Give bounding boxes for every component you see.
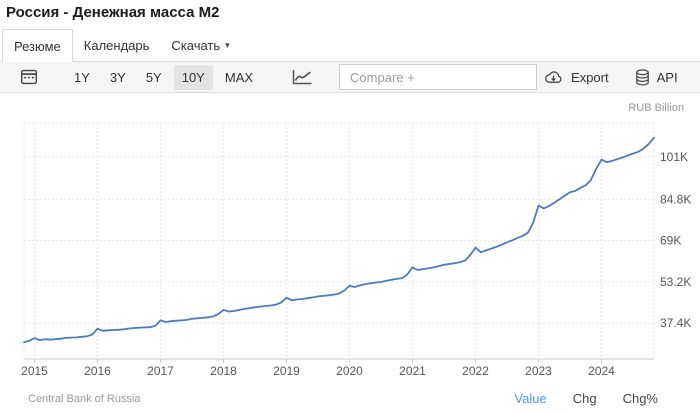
tab-summary[interactable]: Резюме xyxy=(2,29,73,62)
x-axis-label: 2021 xyxy=(399,364,426,378)
tab-calendar-label: Календарь xyxy=(83,37,150,53)
tab-bar: Резюме Календарь Скачать ▾ xyxy=(0,29,700,62)
chevron-down-icon: ▾ xyxy=(225,39,230,50)
x-axis-label: 2019 xyxy=(273,364,300,378)
calendar-icon xyxy=(21,69,38,85)
page-title: Россия - Денежная масса М2 xyxy=(6,4,220,21)
line-chart-icon xyxy=(292,70,312,85)
tab-download[interactable]: Скачать ▾ xyxy=(160,29,240,61)
range-1y[interactable]: 1Y xyxy=(66,65,98,90)
y-axis-label: 101K xyxy=(660,150,688,164)
x-axis-label: 2022 xyxy=(462,364,489,378)
footer-link-chgpct[interactable]: Chg% xyxy=(622,391,658,406)
export-cloud-icon xyxy=(545,71,562,83)
export-label: Export xyxy=(571,69,609,85)
x-axis-label: 2017 xyxy=(147,364,174,378)
range-selector: 1Y 3Y 5Y 10Y MAX xyxy=(66,64,261,90)
tab-summary-label: Резюме xyxy=(14,38,61,54)
y-axis-label: 69K xyxy=(660,234,681,248)
m2-series-line xyxy=(23,136,655,344)
x-axis-label: 2024 xyxy=(588,364,615,378)
tab-download-label: Скачать xyxy=(171,37,221,53)
range-10y[interactable]: 10Y xyxy=(173,64,213,90)
export-button[interactable]: Export xyxy=(537,65,615,89)
y-axis-label: 53.2K xyxy=(660,275,691,289)
x-axis-label: 2015 xyxy=(21,364,48,378)
range-max[interactable]: MAX xyxy=(217,65,261,90)
y-axis-unit-label: RUB Billion xyxy=(628,102,684,114)
x-axis-label: 2020 xyxy=(336,364,363,378)
api-label: API xyxy=(656,69,678,85)
x-axis-label: 2023 xyxy=(525,364,552,378)
range-5y[interactable]: 5Y xyxy=(138,65,170,90)
footer-links: Value Chg Chg% xyxy=(514,391,658,406)
api-button[interactable]: API xyxy=(629,65,684,90)
calendar-button[interactable] xyxy=(14,64,44,90)
x-axis-label: 2016 xyxy=(84,364,111,378)
footer-link-chg[interactable]: Chg xyxy=(572,391,597,406)
compare-input[interactable] xyxy=(339,64,538,90)
y-axis-label: 37.4K xyxy=(660,316,691,330)
tab-calendar[interactable]: Календарь xyxy=(73,29,161,61)
x-axis-label: 2018 xyxy=(210,364,237,378)
chart-type-button[interactable] xyxy=(285,64,319,90)
range-3y[interactable]: 3Y xyxy=(102,65,134,90)
database-icon xyxy=(635,68,649,85)
footer-link-value[interactable]: Value xyxy=(514,391,547,406)
chart-toolbar: 1Y 3Y 5Y 10Y MAX Export xyxy=(0,62,700,93)
chart-footer: Central Bank of Russia Value Chg Chg% xyxy=(0,391,700,406)
source-attribution: Central Bank of Russia xyxy=(28,392,141,405)
m2-line-chart[interactable]: 37.4K 53.2K 69K 84.8K 101K 2015 2016 2017 2018 20… xyxy=(0,95,700,380)
y-axis-label: 84.8K xyxy=(660,192,691,206)
